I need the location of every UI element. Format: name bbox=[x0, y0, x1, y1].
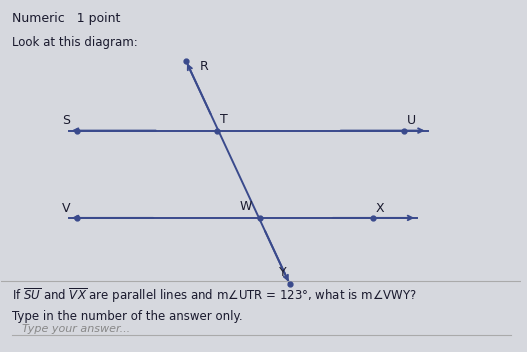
Text: Y: Y bbox=[279, 266, 287, 279]
Text: V: V bbox=[62, 202, 71, 215]
Text: S: S bbox=[63, 114, 71, 127]
Text: U: U bbox=[407, 114, 416, 127]
Text: Numeric   1 point: Numeric 1 point bbox=[12, 12, 120, 25]
Text: Type in the number of the answer only.: Type in the number of the answer only. bbox=[12, 310, 242, 323]
Text: X: X bbox=[376, 202, 385, 215]
Text: W: W bbox=[240, 200, 252, 213]
Text: T: T bbox=[220, 113, 228, 126]
Text: R: R bbox=[199, 59, 208, 73]
Text: If $\overline{SU}$ and $\overline{VX}$ are parallel lines and m$\angle$UTR = 123: If $\overline{SU}$ and $\overline{VX}$ a… bbox=[12, 286, 416, 305]
Text: Look at this diagram:: Look at this diagram: bbox=[12, 36, 138, 49]
Text: Type your answer...: Type your answer... bbox=[22, 325, 130, 334]
